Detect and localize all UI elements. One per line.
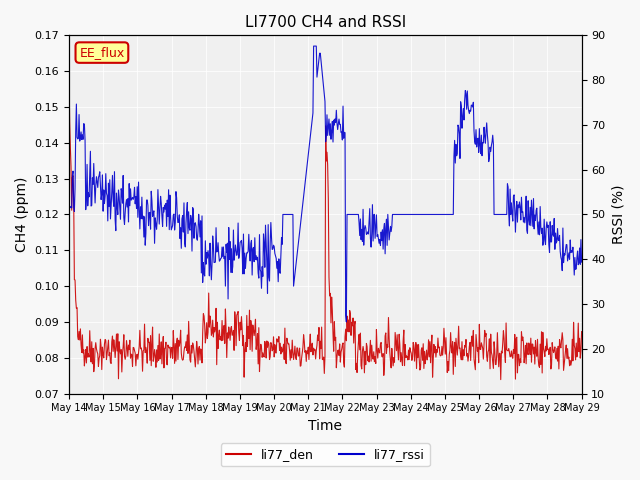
X-axis label: Time: Time (308, 419, 342, 433)
Title: LI7700 CH4 and RSSI: LI7700 CH4 and RSSI (244, 15, 406, 30)
Y-axis label: CH4 (ppm): CH4 (ppm) (15, 177, 29, 252)
Y-axis label: RSSI (%): RSSI (%) (611, 185, 625, 244)
Text: EE_flux: EE_flux (79, 46, 125, 59)
Legend: li77_den, li77_rssi: li77_den, li77_rssi (221, 443, 429, 466)
